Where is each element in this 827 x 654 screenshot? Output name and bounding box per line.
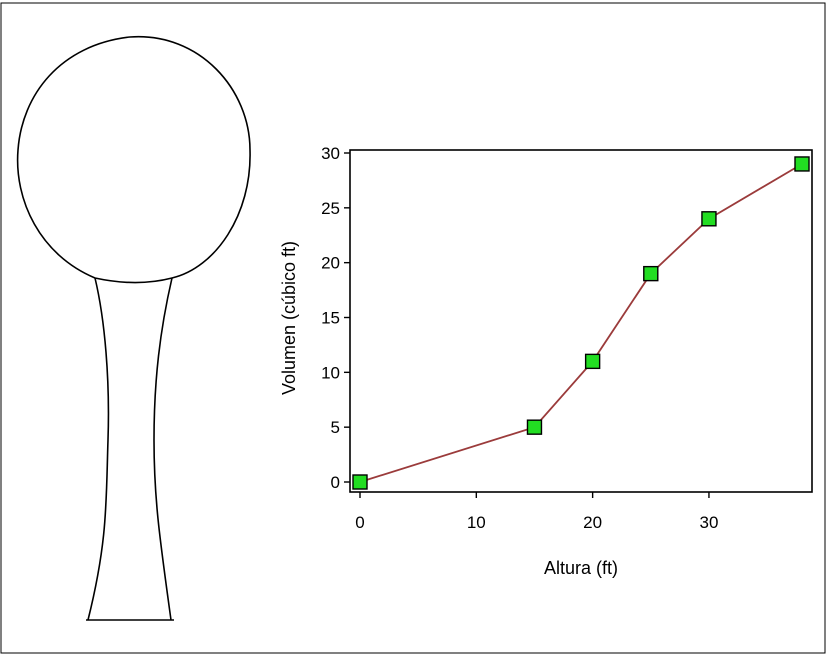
data-point-marker bbox=[643, 265, 659, 282]
tank-stem-left bbox=[87, 277, 110, 621]
data-point-marker bbox=[584, 353, 601, 370]
y-axis: 0 5 10 15 20 25 30 bbox=[321, 144, 350, 492]
y-tick-label: 25 bbox=[321, 199, 340, 218]
x-axis: 0 10 20 30 bbox=[355, 492, 718, 532]
series-line bbox=[359, 163, 803, 483]
y-tick-label: 30 bbox=[321, 144, 340, 163]
x-tick-label: 10 bbox=[467, 513, 486, 532]
y-tick-label: 5 bbox=[331, 418, 340, 437]
data-point-marker bbox=[794, 156, 810, 172]
x-axis-title: Altura (ft) bbox=[544, 558, 618, 578]
tank-stem-right bbox=[153, 277, 173, 621]
y-tick-label: 20 bbox=[321, 254, 340, 273]
x-tick-label: 0 bbox=[355, 513, 364, 532]
y-tick-label: 0 bbox=[331, 473, 340, 492]
data-point-marker bbox=[526, 419, 543, 435]
plot-area-frame bbox=[349, 149, 813, 493]
y-tick-label: 10 bbox=[321, 363, 340, 382]
volume-height-chart: 0 5 10 15 20 25 30 0 10 20 30 Altura (ft) Volumen… bbox=[279, 144, 813, 578]
y-tick-label: 15 bbox=[321, 309, 340, 328]
x-tick-label: 20 bbox=[583, 513, 602, 532]
x-tick-label: 30 bbox=[699, 513, 718, 532]
data-point-marker bbox=[352, 474, 368, 490]
tank-illustration bbox=[16, 36, 251, 621]
y-axis-title: Volumen (cúbico ft) bbox=[279, 241, 299, 395]
series-markers bbox=[352, 156, 810, 490]
data-point-marker bbox=[701, 211, 717, 227]
tank-sphere bbox=[16, 36, 251, 284]
